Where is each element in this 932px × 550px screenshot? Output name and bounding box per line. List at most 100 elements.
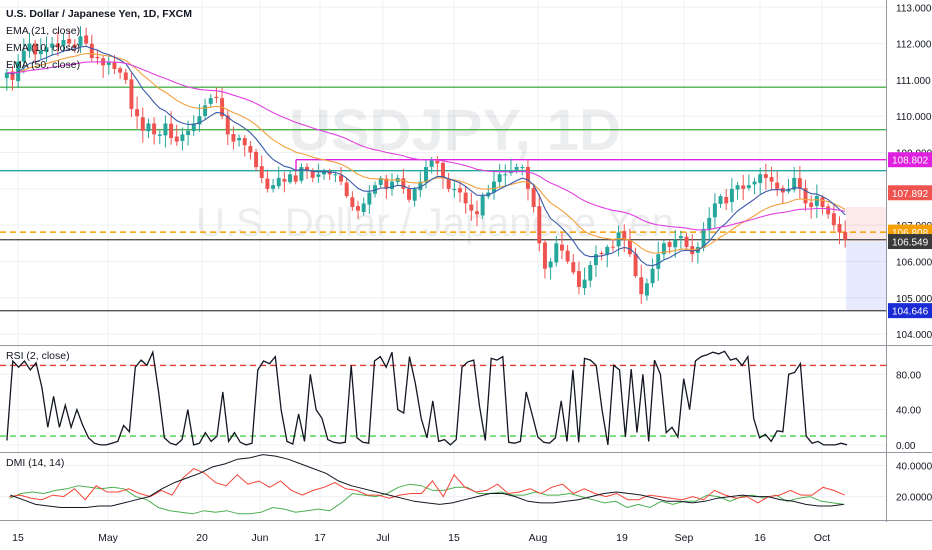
candle-body (752, 181, 757, 185)
candle-body (152, 123, 157, 135)
candle-body (746, 185, 751, 188)
candle-body (248, 146, 253, 153)
x-tick-label: Aug (529, 532, 548, 544)
candle-body (163, 123, 168, 136)
candle-body (282, 179, 287, 182)
candle-body (797, 178, 802, 189)
candle-body (118, 68, 123, 73)
candle-body (21, 50, 26, 62)
candle-body (622, 231, 627, 240)
price-label-text: 106.549 (892, 238, 929, 249)
candle-body (322, 170, 327, 175)
price-tick-label: 113.000 (896, 3, 932, 14)
candle-body (95, 56, 100, 59)
candle-body (582, 279, 587, 289)
rsi-label[interactable]: RSI (2, close) (6, 350, 70, 362)
candle-body (84, 35, 89, 44)
candle-body (792, 177, 797, 190)
dmi-tick-label: 20.0000 (896, 493, 932, 504)
x-tick-label: 20 (196, 532, 208, 544)
candle-body (707, 217, 712, 231)
candle-body (718, 196, 723, 204)
candle-body (520, 167, 525, 169)
dmi-label[interactable]: DMI (14, 14) (6, 457, 65, 469)
reward-zone (846, 241, 886, 311)
candle-body (390, 181, 394, 190)
candle-body (809, 202, 814, 207)
price-label-text: 106.808 (892, 228, 929, 239)
candle-body (4, 72, 9, 79)
candle-body (237, 138, 242, 141)
candle-body (684, 236, 689, 247)
candle-body (639, 277, 644, 295)
candle-body (673, 239, 678, 248)
dmi-tick-label: 40.0000 (896, 461, 932, 472)
candle-body (554, 243, 559, 263)
candle-body (712, 203, 717, 218)
ema50-label[interactable]: EMA (50, close) (6, 59, 81, 71)
candle-body (678, 236, 683, 239)
rsi-tick-label: 0.00 (896, 441, 916, 452)
candle-body (644, 283, 649, 296)
candle-body (169, 123, 174, 138)
candle-body (333, 174, 338, 176)
x-tick-label: 15 (12, 532, 24, 544)
candle-body (356, 206, 361, 211)
ema10-label[interactable]: EMA (10, close) (6, 42, 81, 54)
candle-body (435, 160, 440, 164)
ema21-line (6, 52, 846, 254)
candles (4, 26, 848, 304)
ema21-label[interactable]: EMA (21, close) (6, 25, 81, 37)
candle-body (724, 196, 729, 204)
candle-body (571, 262, 576, 273)
rsi-tick-label: 40.00 (896, 406, 921, 417)
candle-body (565, 250, 570, 262)
price-tick-label: 104.000 (896, 330, 932, 341)
candle-body (259, 166, 264, 178)
candle-body (446, 178, 451, 189)
candle-body (242, 138, 247, 146)
symbol-title: U.S. Dollar / Japanese Yen, 1D, FXCM (6, 8, 192, 20)
candle-body (72, 44, 77, 48)
candle-body (10, 71, 15, 80)
candle-body (741, 185, 746, 189)
price-tick-label: 105.000 (896, 294, 932, 305)
price-tick-label: 110.000 (896, 112, 932, 123)
candle-body (276, 177, 281, 187)
candle-body (548, 261, 553, 268)
candle-body (208, 98, 213, 104)
watermark-name: U.S. Dollar / Japanese Yen (196, 201, 674, 245)
candle-body (491, 181, 496, 193)
candle-body (605, 246, 610, 255)
candle-body (542, 242, 547, 269)
price-label-box (888, 185, 932, 201)
price-label-box (888, 303, 932, 319)
chart-legend: U.S. Dollar / Japanese Yen, 1D, FXCM EMA… (6, 6, 192, 74)
x-tick-label: Sep (675, 532, 694, 544)
x-tick-label: Jul (376, 532, 389, 544)
candle-body (191, 123, 196, 131)
candle-body (463, 192, 468, 204)
candle-body (843, 232, 848, 240)
rsi-tick-label: 80.00 (896, 370, 921, 381)
candle-body (186, 130, 191, 135)
candle-body (61, 39, 66, 46)
candle-body (265, 178, 270, 189)
price-label-text: 104.646 (892, 307, 929, 318)
candle-body (50, 43, 55, 48)
candle-body (418, 181, 423, 191)
candle-body (373, 185, 378, 194)
candle-body (814, 196, 819, 206)
price-label-box (888, 152, 932, 168)
price-tick-label: 106.000 (896, 257, 932, 268)
candle-body (531, 188, 536, 207)
candle-body (610, 246, 615, 248)
candle-body (429, 159, 434, 167)
x-tick-label: Oct (814, 532, 830, 544)
candle-body (123, 72, 128, 80)
candle-body (344, 182, 349, 197)
x-tick-label: Jun (252, 532, 269, 544)
candle-body (316, 174, 321, 177)
dmi-plus-line (9, 483, 845, 515)
candle-body (826, 206, 831, 215)
